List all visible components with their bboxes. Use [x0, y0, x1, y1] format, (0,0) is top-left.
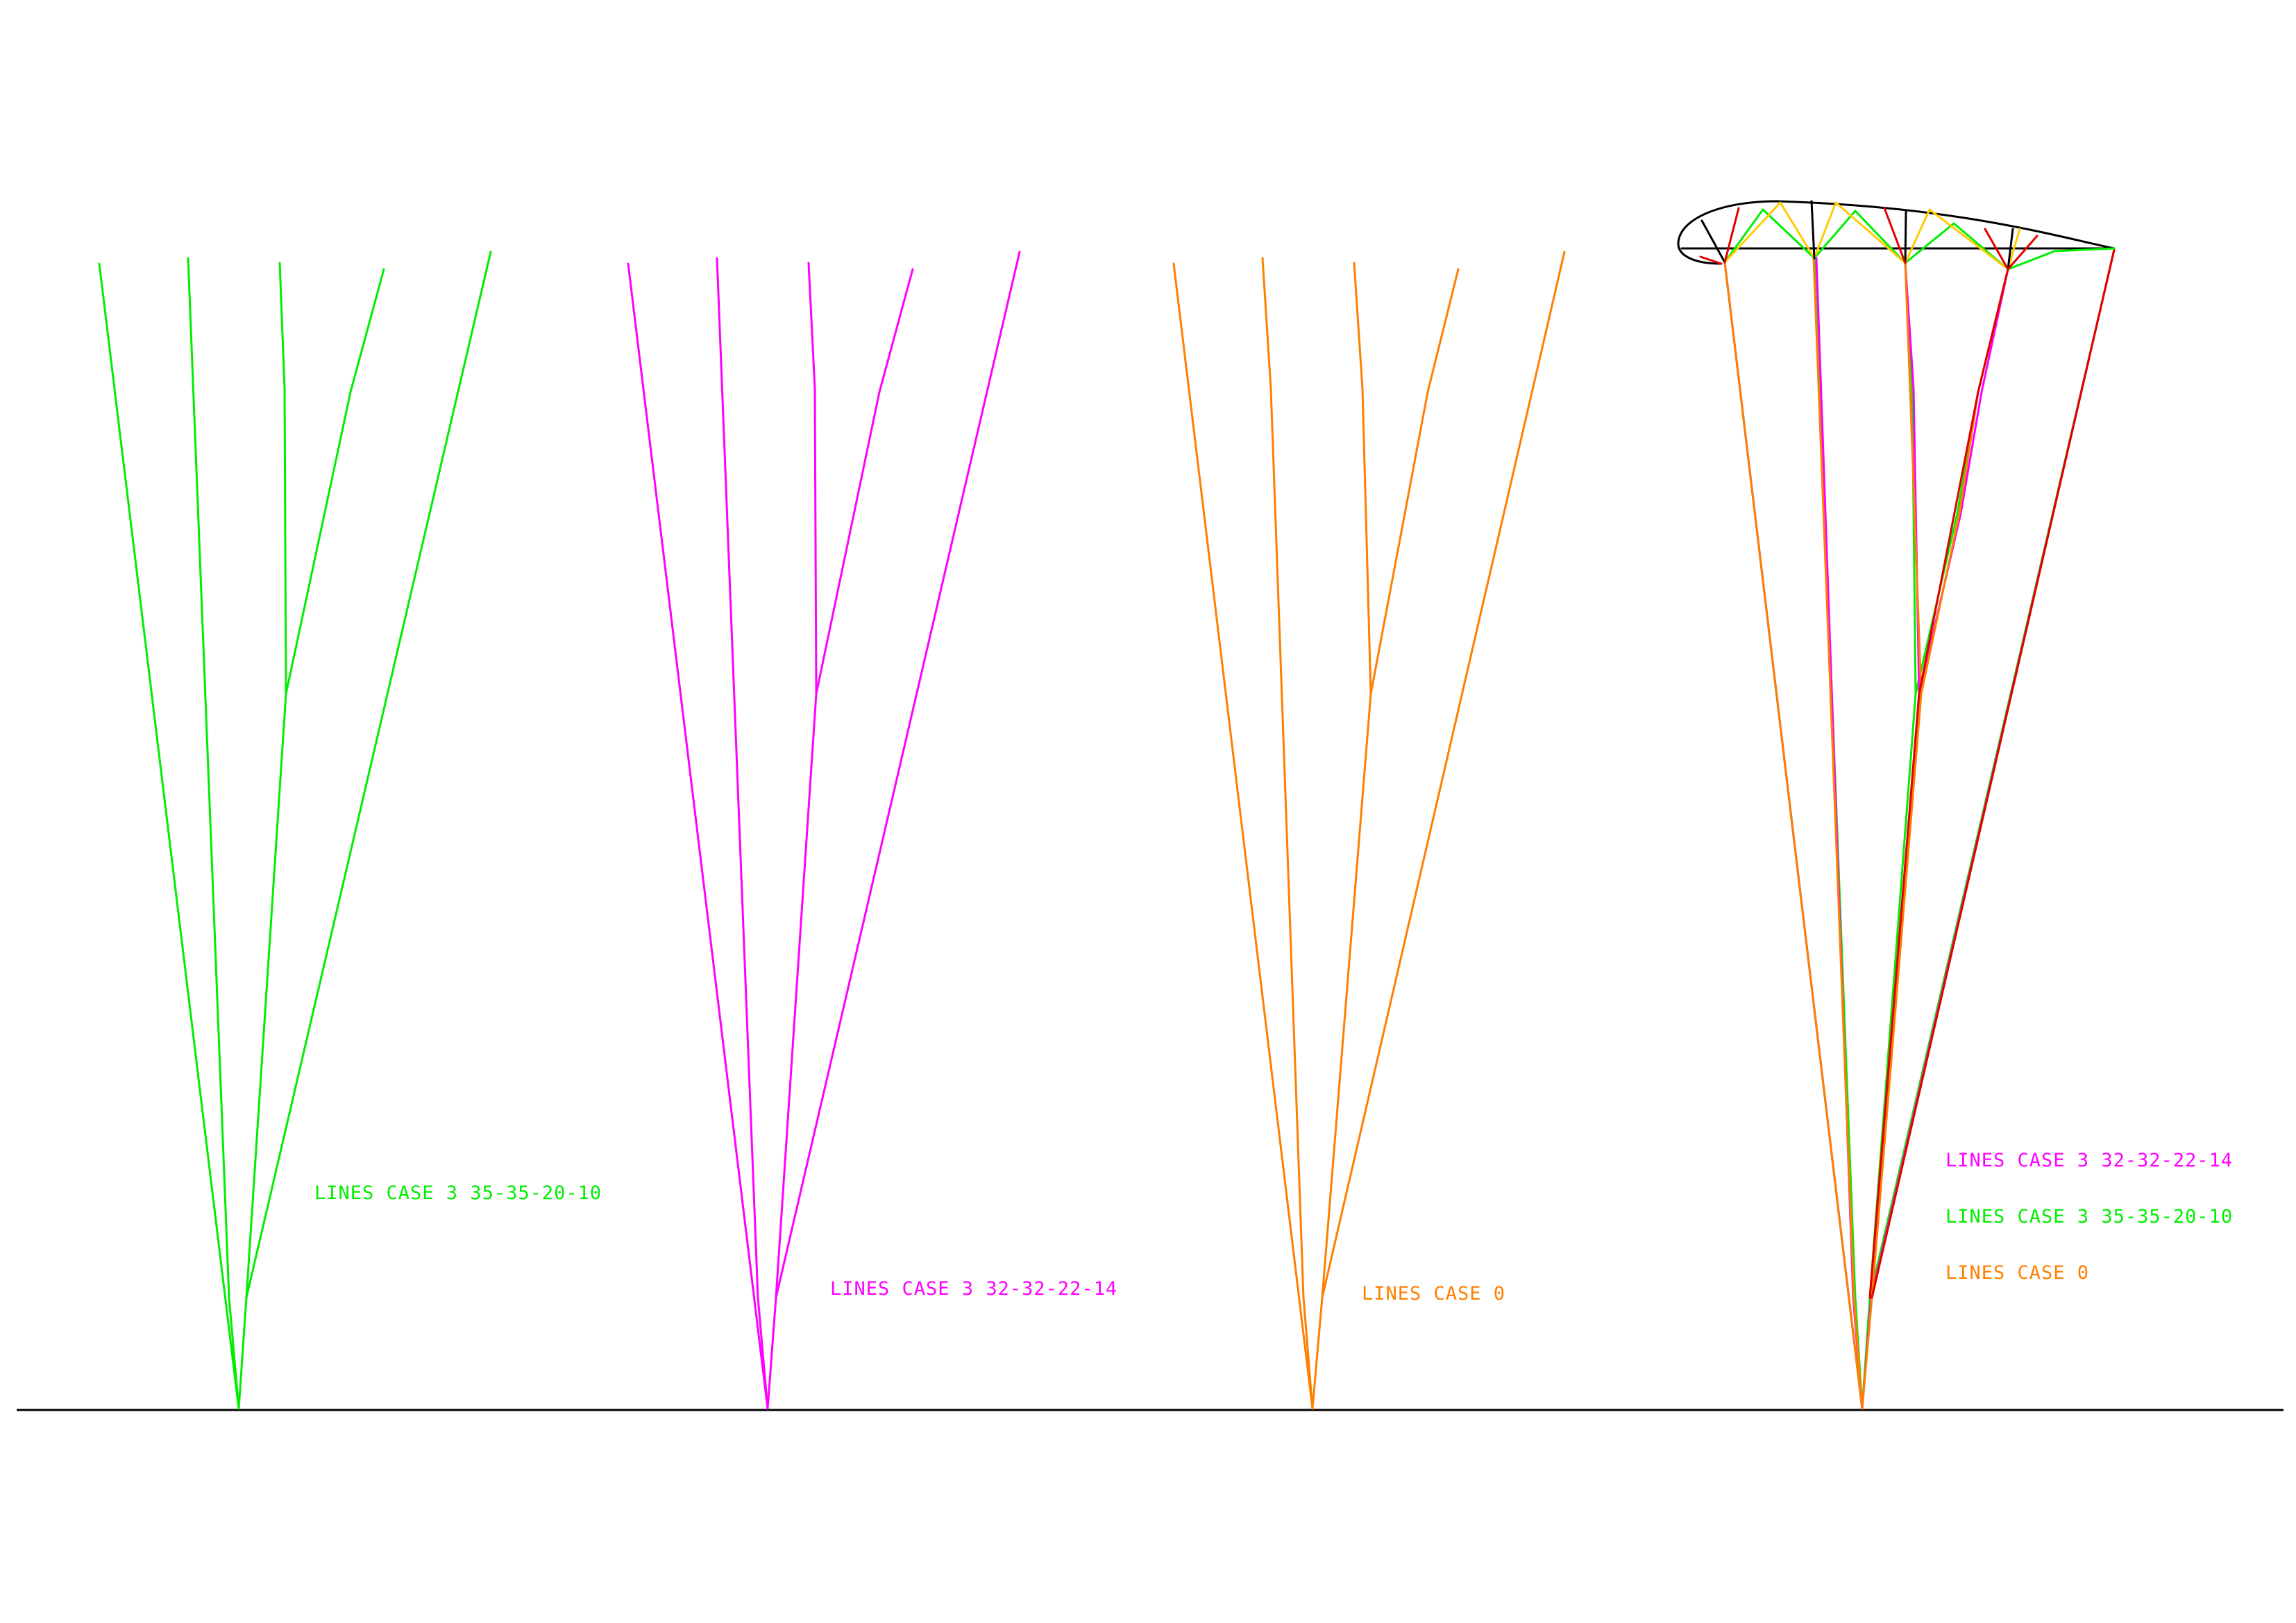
line-plan-case0: [1172, 250, 1566, 1410]
rib-zigzag-yellow: [1723, 201, 2021, 271]
line-e: [775, 250, 1021, 1299]
line-d: [285, 268, 385, 695]
line-a: [98, 262, 240, 1410]
line-b: [1261, 257, 1314, 1410]
line-b: [187, 257, 240, 1410]
line-plan-case3-32: [627, 250, 1021, 1410]
line-b: [716, 257, 769, 1410]
airfoil-profile-icon: [1677, 200, 2116, 271]
line-d-red: [1868, 268, 2009, 1299]
line-d: [815, 268, 914, 695]
line-c: [1311, 262, 1372, 1410]
label-case3-32: LINES CASE 3 32-32-22-14: [830, 1278, 1117, 1300]
profile-outline: [1677, 200, 2116, 265]
overlay-red-lines: [1868, 248, 2116, 1299]
line-c: [237, 262, 287, 1410]
line-d: [1369, 268, 1460, 695]
rib-verticals-black: [1700, 200, 2014, 271]
line-plan-case3-35: [98, 250, 492, 1410]
label-case3-35: LINES CASE 3 35-35-20-10: [314, 1182, 602, 1204]
line-plan-overlay: [1677, 200, 2116, 1410]
overlay-case0: [1723, 248, 2116, 1410]
line-a: [1723, 261, 1864, 1410]
line-a: [627, 262, 769, 1410]
overlay-case3-35: [1723, 248, 2116, 1410]
legend-item-case3-32: LINES CASE 3 32-32-22-14: [1945, 1150, 2233, 1171]
line-e-red: [1871, 248, 2116, 1299]
rib-diagonals-red: [1699, 207, 2038, 271]
line-a: [1172, 262, 1314, 1410]
label-case0: LINES CASE 0: [1362, 1283, 1505, 1305]
line-c: [1861, 262, 1923, 1410]
legend: LINES CASE 3 32-32-22-14 LINES CASE 3 35…: [1945, 1150, 2233, 1284]
line-b: [1812, 257, 1864, 1410]
line-c: [766, 262, 818, 1410]
legend-item-case0: LINES CASE 0: [1945, 1262, 2089, 1284]
legend-item-case3-35: LINES CASE 3 35-35-20-10: [1945, 1206, 2233, 1227]
line-e: [245, 250, 492, 1299]
line-e: [1321, 250, 1566, 1299]
line-b: [1815, 257, 1864, 1410]
overlay-case3-32: [1723, 248, 2116, 1410]
rib-zigzag-green: [1723, 208, 2116, 271]
